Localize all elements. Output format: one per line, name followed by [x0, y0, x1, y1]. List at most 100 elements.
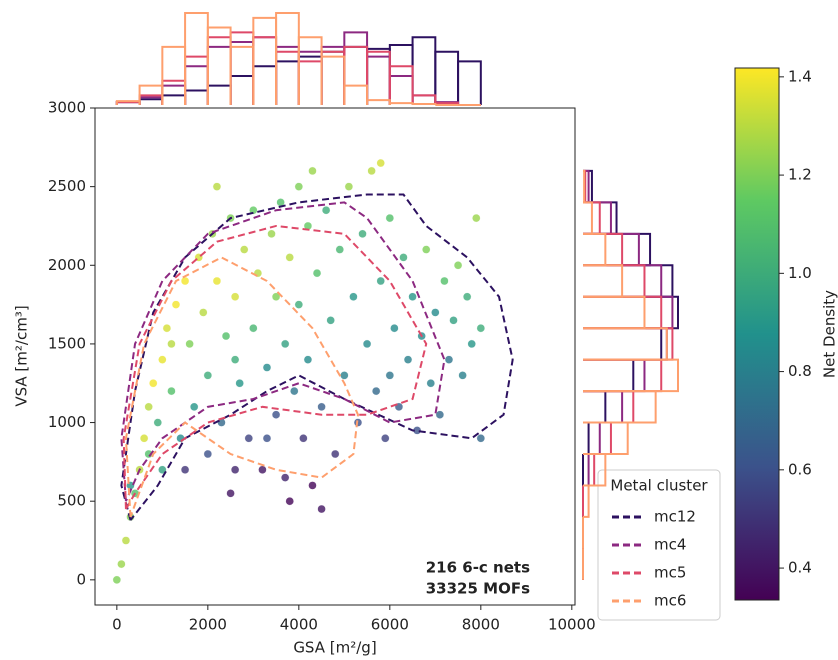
right-histogram-step [583, 421, 601, 456]
point [180, 465, 190, 474]
point [362, 339, 372, 349]
top-histogram-step [343, 45, 369, 105]
point [371, 386, 381, 396]
right-histogram-step [583, 264, 674, 298]
point [435, 410, 445, 419]
point [117, 559, 126, 569]
top-histogram-step [184, 65, 209, 105]
colorbar-label: Net Density [821, 290, 838, 378]
top-histogram-step [206, 84, 232, 105]
top-histogram-step [206, 26, 232, 105]
legend-label: mc4 [654, 536, 686, 554]
top-histogram-step [366, 50, 391, 105]
y-axis-label: VSA [m²/cm³] [13, 305, 31, 406]
top-histogram-step [297, 60, 323, 105]
contour [120, 193, 514, 521]
point [476, 323, 486, 333]
x-axis-label: GSA [m²/g] [293, 639, 376, 657]
y-tick-label: 1000 [48, 413, 86, 431]
colorbar [734, 67, 780, 601]
point [312, 268, 322, 278]
right-histogram-step [583, 390, 635, 424]
right-histogram-step [583, 169, 586, 204]
x-tick-label: 4000 [280, 616, 318, 634]
top-histogram-step [320, 50, 346, 105]
point [367, 166, 376, 176]
point [144, 402, 153, 412]
point [335, 245, 344, 254]
point [203, 371, 213, 380]
point [249, 323, 258, 333]
point [171, 300, 181, 309]
top-histogram-step [252, 65, 278, 105]
point [139, 434, 149, 443]
right-histogram-step [583, 232, 624, 267]
point [180, 276, 190, 286]
right-histogram-step [583, 421, 629, 456]
point [162, 323, 172, 333]
point [462, 292, 472, 301]
point [326, 316, 335, 325]
top-histogram-step [275, 60, 300, 105]
right-histogram-step [583, 264, 646, 298]
point [212, 276, 222, 286]
annotation: 33325 MOFs [426, 580, 530, 598]
point [321, 206, 331, 215]
y-tick-label: 500 [57, 492, 86, 510]
top-histogram-step [320, 50, 346, 105]
right-histogram-step [583, 295, 674, 330]
colorbar-tick-label: 1.2 [788, 166, 812, 184]
point [235, 379, 244, 388]
point [262, 434, 272, 443]
point [280, 339, 290, 349]
y-tick-label: 1500 [48, 334, 86, 352]
point [267, 229, 276, 239]
point [149, 379, 158, 388]
x-tick-label: 0 [112, 616, 122, 634]
top-histogram-step [184, 89, 209, 105]
right-histogram-step [583, 232, 607, 267]
right-histogram-step [583, 421, 612, 456]
point [349, 292, 358, 301]
y-tick-label: 2000 [48, 256, 86, 274]
point [444, 355, 454, 364]
right-histogram-step [583, 390, 657, 424]
point [340, 371, 349, 380]
top-histogram-step [343, 31, 369, 105]
point [221, 331, 231, 341]
right-histogram-step [583, 295, 679, 330]
point [158, 355, 167, 364]
point [258, 465, 267, 474]
point [390, 323, 399, 333]
top-histogram-step [229, 74, 255, 105]
point [271, 292, 281, 301]
top-histogram-step [206, 45, 232, 105]
top-histogram-step [320, 55, 346, 105]
point [212, 182, 222, 191]
top-histogram-step [229, 41, 255, 105]
point [294, 300, 304, 309]
point [308, 481, 317, 490]
point [476, 434, 486, 443]
x-tick-label: 2000 [189, 616, 227, 634]
point [203, 449, 213, 459]
contour [122, 224, 428, 510]
top-histogram-step [366, 99, 391, 105]
legend [597, 469, 721, 621]
right-histogram-step [583, 327, 668, 361]
point [240, 245, 249, 254]
top-histogram-step [434, 50, 460, 105]
right-histogram-step [583, 264, 624, 298]
point [244, 434, 253, 443]
point [317, 402, 326, 412]
point [167, 339, 176, 349]
point [449, 316, 458, 325]
colorbar-tick-label: 0.8 [788, 362, 812, 380]
point [112, 575, 122, 585]
legend-label: mc5 [654, 564, 686, 582]
top-histogram-step [343, 45, 369, 105]
right-histogram-step [583, 358, 679, 393]
right-histogram-step [583, 421, 590, 456]
point [167, 386, 176, 396]
point [153, 418, 162, 427]
